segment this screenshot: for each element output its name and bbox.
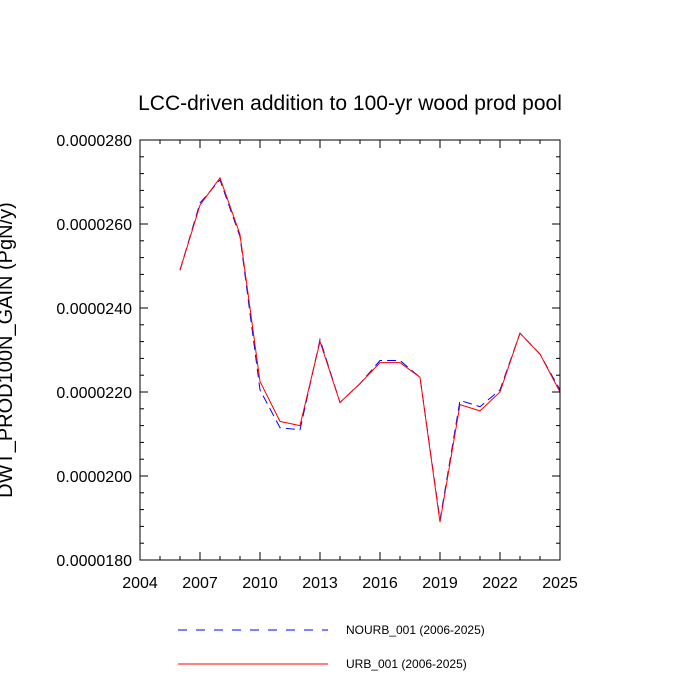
x-tick-label: 2004 — [122, 575, 158, 592]
x-tick-label: 2013 — [302, 575, 338, 592]
x-tick-label: 2022 — [482, 575, 518, 592]
series-lines — [179, 176, 561, 523]
y-tick-label: 0.0000180 — [56, 553, 132, 570]
x-tick-label: 2019 — [422, 575, 458, 592]
axis-ticks: 2004 2007 2010 2013 2016 2019 2022 2025 0.000018… — [56, 133, 578, 592]
legend-label-1: NOURB_001 (2006-2025) — [346, 623, 485, 637]
y-axis-label: DWT_PROD100N_GAIN (PgN/y) — [0, 202, 17, 498]
y-tick-label: 0.0000200 — [56, 469, 132, 486]
x-tick-label: 2007 — [182, 575, 218, 592]
y-tick-label: 0.0000220 — [56, 385, 132, 402]
legend: NOURB_001 (2006-2025) URB_001 (2006-2025) — [178, 623, 485, 671]
chart-title: LCC-driven addition to 100-yr wood prod … — [138, 92, 562, 115]
y-tick-label: 0.0000240 — [56, 301, 132, 318]
y-tick-label: 0.0000260 — [56, 217, 132, 234]
series-line-1 — [179, 178, 561, 521]
series-line-2 — [179, 176, 561, 523]
x-tick-label: 2016 — [362, 575, 398, 592]
x-tick-label: 2025 — [542, 575, 578, 592]
x-tick-label: 2010 — [242, 575, 278, 592]
legend-label-2: URB_001 (2006-2025) — [346, 657, 467, 671]
y-tick-label: 0.0000280 — [56, 133, 132, 150]
plot-frame — [139, 139, 561, 561]
